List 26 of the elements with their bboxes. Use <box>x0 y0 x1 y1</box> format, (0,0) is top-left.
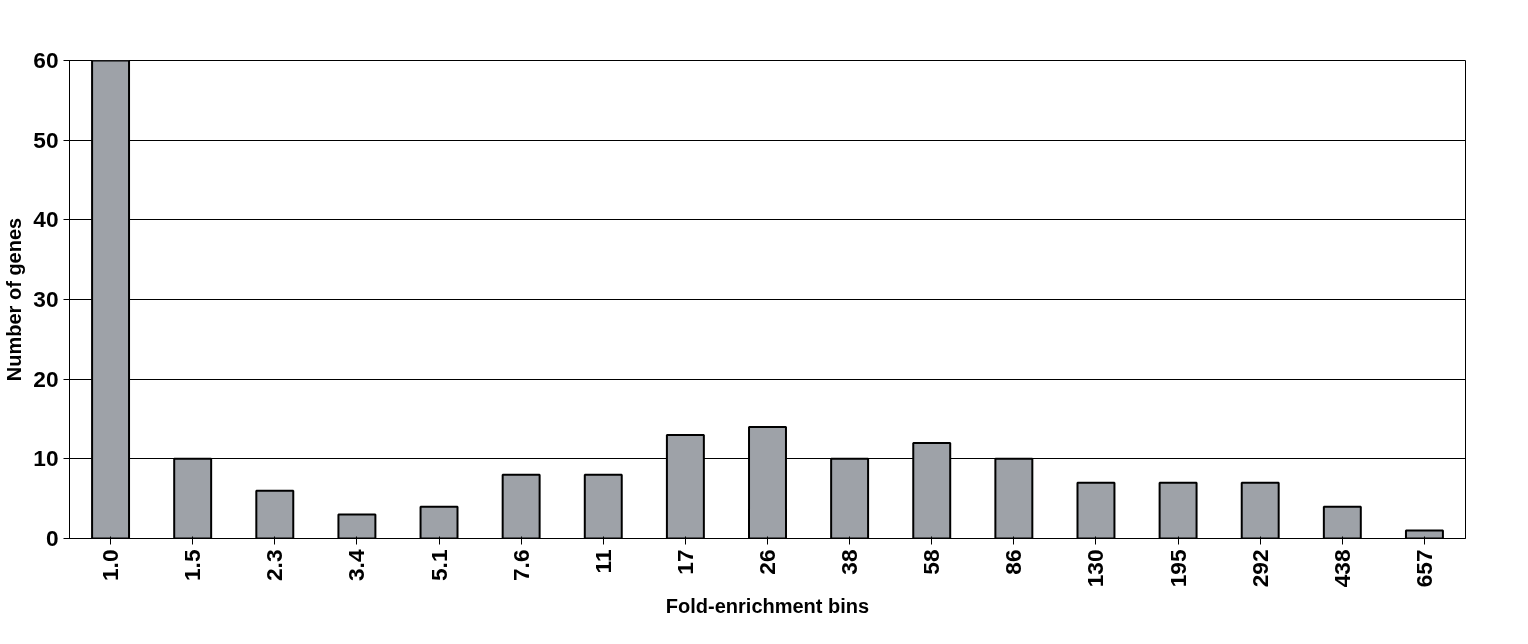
x-tick-label: 86 <box>1000 549 1027 575</box>
y-tick-label: 30 <box>33 286 59 312</box>
y-axis-title: Number of genes <box>3 217 26 382</box>
y-tick-label: 0 <box>45 525 59 551</box>
x-tick-label: 3.4 <box>343 549 370 581</box>
x-tick-label: 657 <box>1410 549 1437 588</box>
x-tick-label: 438 <box>1328 549 1355 588</box>
x-tick-label: 2.3 <box>261 549 288 581</box>
y-tick-label: 40 <box>33 206 59 233</box>
y-tick-label: 20 <box>33 365 59 392</box>
x-tick-label: 58 <box>918 549 945 575</box>
y-tick-label: 50 <box>33 126 59 153</box>
y-tick-label: 10 <box>33 445 59 472</box>
x-tick-label: 1.5 <box>179 549 206 581</box>
x-tick-label: 130 <box>1082 549 1109 588</box>
x-tick-label: 38 <box>836 549 863 575</box>
x-tick-label: 292 <box>1246 549 1273 588</box>
y-tick-label: 60 <box>33 47 59 73</box>
x-tick-label: 11 <box>589 549 616 574</box>
x-tick-label: 26 <box>754 549 780 575</box>
x-tick-label: 7.6 <box>507 549 534 581</box>
x-tick-label: 5.1 <box>425 549 452 581</box>
x-tick-label: 195 <box>1164 549 1191 588</box>
x-axis-title: Fold-enrichment bins <box>665 595 870 618</box>
x-tick-label: 17 <box>671 549 698 575</box>
x-tick-label: 1.0 <box>97 549 124 581</box>
